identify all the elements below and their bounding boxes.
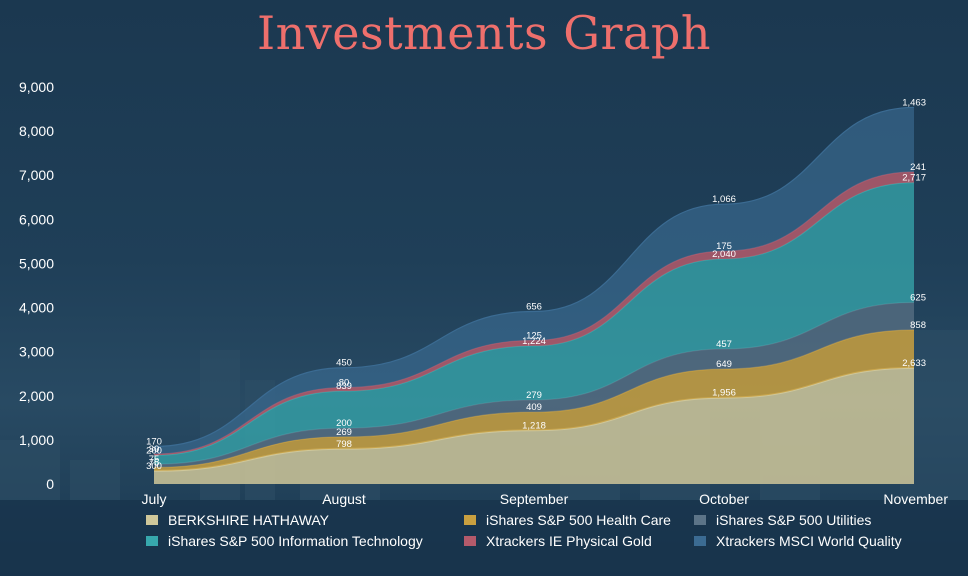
legend-item: iShares S&P 500 Health Care [464, 512, 694, 528]
data-label: 656 [526, 301, 542, 312]
y-axis: 0 1,000 2,000 3,000 4,000 5,000 6,000 7,000 8,00… [19, 79, 54, 492]
y-tick-label: 8,000 [19, 123, 54, 139]
data-label: 409 [526, 402, 542, 413]
area-xtrackers-ie-physical-gold [154, 171, 914, 456]
data-label: 75 [149, 457, 160, 468]
legend-swatch [694, 536, 706, 546]
x-tick-label: July [142, 491, 167, 507]
area-ishares-s-p-500-utilities [154, 302, 914, 468]
line-xtrackers-msci-world-quality [153, 106, 915, 448]
y-tick-label: 1,000 [19, 432, 54, 448]
y-tick-label: 5,000 [19, 255, 54, 271]
area-berkshire-hathaway [154, 367, 914, 484]
data-label: 457 [716, 339, 732, 350]
data-label: 269 [336, 427, 352, 438]
legend-label: iShares S&P 500 Utilities [716, 512, 872, 528]
legend-swatch [146, 515, 158, 525]
data-label: 2,040 [712, 249, 736, 260]
legend-swatch [694, 515, 706, 525]
legend-item: BERKSHIRE HATHAWAY [146, 512, 464, 528]
legend-label: Xtrackers IE Physical Gold [486, 533, 652, 549]
legend-item: Xtrackers MSCI World Quality [694, 533, 944, 549]
data-label: 30 [149, 444, 160, 455]
y-tick-label: 6,000 [19, 211, 54, 227]
chart-legend: BERKSHIRE HATHAWAY iShares S&P 500 Health… [146, 512, 946, 549]
data-label: 1,218 [522, 420, 546, 431]
legend-label: Xtrackers MSCI World Quality [716, 533, 902, 549]
legend-label: iShares S&P 500 Health Care [486, 512, 671, 528]
y-tick-label: 3,000 [19, 344, 54, 360]
data-label: 279 [526, 390, 542, 401]
data-label: 625 [910, 292, 926, 303]
data-label: 200 [336, 418, 352, 429]
data-label: 798 [336, 439, 352, 450]
data-label: 75 [149, 454, 160, 465]
data-label: 2,633 [902, 358, 926, 369]
y-tick-label: 2,000 [19, 388, 54, 404]
data-label: 450 [336, 358, 352, 369]
y-tick-label: 9,000 [19, 79, 54, 95]
data-label: 1,224 [522, 336, 546, 347]
data-label: 2,717 [902, 173, 926, 184]
data-label: 200 [146, 445, 162, 456]
x-tick-label: October [699, 491, 749, 507]
data-labels: 3007981,2181,9562,6337526940964985875200… [146, 97, 926, 471]
data-label: 1,956 [712, 388, 736, 399]
area-xtrackers-msci-world-quality [154, 107, 914, 455]
legend-item: Xtrackers IE Physical Gold [464, 533, 694, 549]
x-tick-label: November [883, 491, 948, 507]
data-label: 241 [910, 162, 926, 173]
y-tick-label: 4,000 [19, 300, 54, 316]
x-tick-label: August [322, 491, 366, 507]
data-label: 80 [339, 378, 350, 389]
legend-item: iShares S&P 500 Utilities [694, 512, 944, 528]
data-label: 649 [716, 359, 732, 370]
chart-title: Investments Graph [256, 6, 711, 60]
data-label: 175 [716, 241, 732, 252]
x-tick-label: September [500, 491, 569, 507]
legend-swatch [464, 536, 476, 546]
legend-swatch [146, 536, 158, 546]
series-areas [153, 106, 915, 484]
legend-label: BERKSHIRE HATHAWAY [168, 512, 330, 528]
y-tick-label: 0 [46, 476, 54, 492]
data-label: 858 [910, 320, 926, 331]
y-tick-label: 7,000 [19, 167, 54, 183]
data-label: 300 [146, 461, 162, 472]
data-label: 170 [146, 437, 162, 448]
legend-label: iShares S&P 500 Information Technology [168, 533, 423, 549]
area-ishares-s-p-500-health-care [154, 330, 914, 471]
data-label: 125 [526, 330, 542, 341]
data-label: 1,066 [712, 194, 736, 205]
data-label: 1,463 [902, 97, 926, 108]
legend-swatch [464, 515, 476, 525]
data-label: 839 [336, 381, 352, 392]
x-axis: July August September October November [142, 491, 949, 507]
area-ishares-s-p-500-information-technology [154, 182, 914, 465]
legend-item: iShares S&P 500 Information Technology [146, 533, 464, 549]
